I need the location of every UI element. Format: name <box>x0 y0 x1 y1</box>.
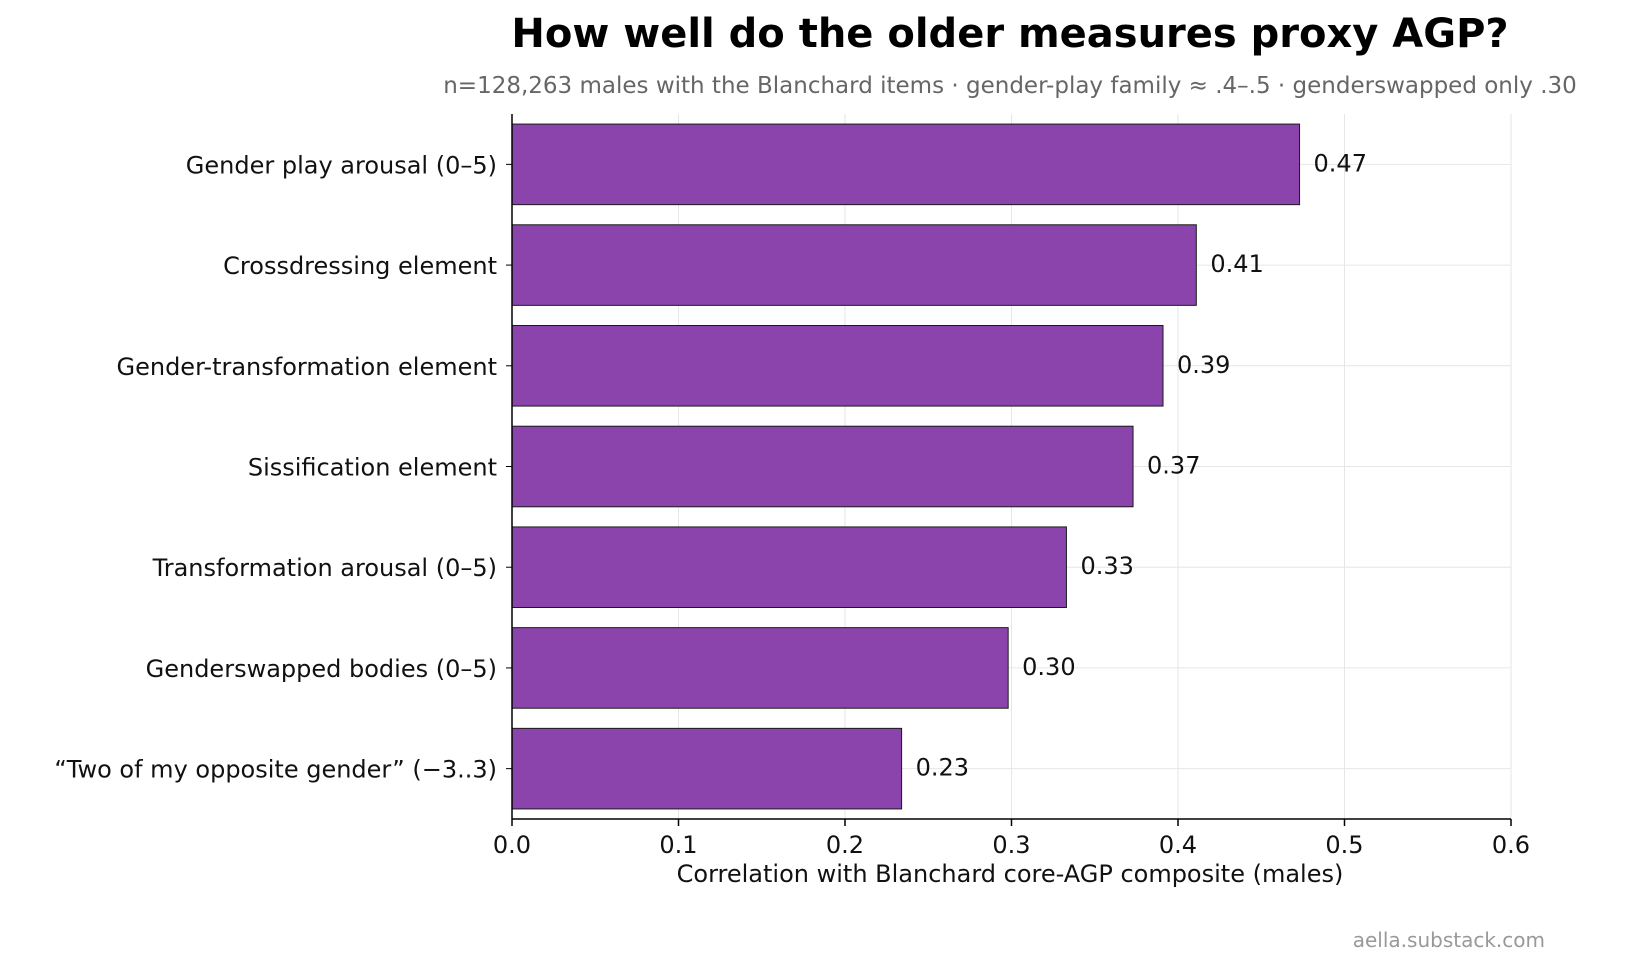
x-axis-label: Correlation with Blanchard core-AGP comp… <box>677 860 1344 888</box>
value-label: 0.37 <box>1147 452 1200 480</box>
category-label: Genderswapped bodies (0–5) <box>146 655 497 683</box>
category-label: Sissification element <box>248 454 497 482</box>
chart-title: How well do the older measures proxy AGP… <box>511 11 1508 57</box>
value-label: 0.23 <box>916 754 969 782</box>
axes: Gender play arousal (0–5) Crossdressing e… <box>54 114 1530 859</box>
category-label: Gender play arousal (0–5) <box>186 151 497 179</box>
bar <box>511 727 903 810</box>
value-label: 0.41 <box>1210 250 1263 278</box>
value-label: 0.47 <box>1314 149 1367 177</box>
category-label: Gender-transformation element <box>117 353 498 381</box>
bar <box>511 123 1301 206</box>
x-tick-label: 0.3 <box>992 831 1030 859</box>
bars: 0.47 0.41 0.39 0.37 0.33 0.30 0.23 <box>511 123 1367 810</box>
bar <box>511 627 1009 709</box>
chart-subtitle: n=128,263 males with the Blanchard items… <box>443 73 1577 99</box>
bar <box>511 224 1197 306</box>
value-label: 0.39 <box>1177 351 1230 379</box>
bar <box>511 325 1164 407</box>
category-label: Crossdressing element <box>223 252 497 280</box>
x-tick-label: 0.2 <box>826 831 864 859</box>
category-label: “Two of my opposite gender” (−3..3) <box>54 756 497 784</box>
credit-text: aella.substack.com <box>1353 928 1545 952</box>
value-label: 0.30 <box>1022 653 1075 681</box>
bar <box>511 526 1067 609</box>
x-tick-label: 0.0 <box>493 831 531 859</box>
value-label: 0.33 <box>1080 552 1133 580</box>
x-tick-label: 0.1 <box>659 831 697 859</box>
x-tick-label: 0.4 <box>1159 831 1197 859</box>
bar <box>511 425 1134 508</box>
category-label: Transformation arousal (0–5) <box>152 554 497 582</box>
x-tick-label: 0.5 <box>1325 831 1363 859</box>
x-tick-label: 0.6 <box>1492 831 1530 859</box>
